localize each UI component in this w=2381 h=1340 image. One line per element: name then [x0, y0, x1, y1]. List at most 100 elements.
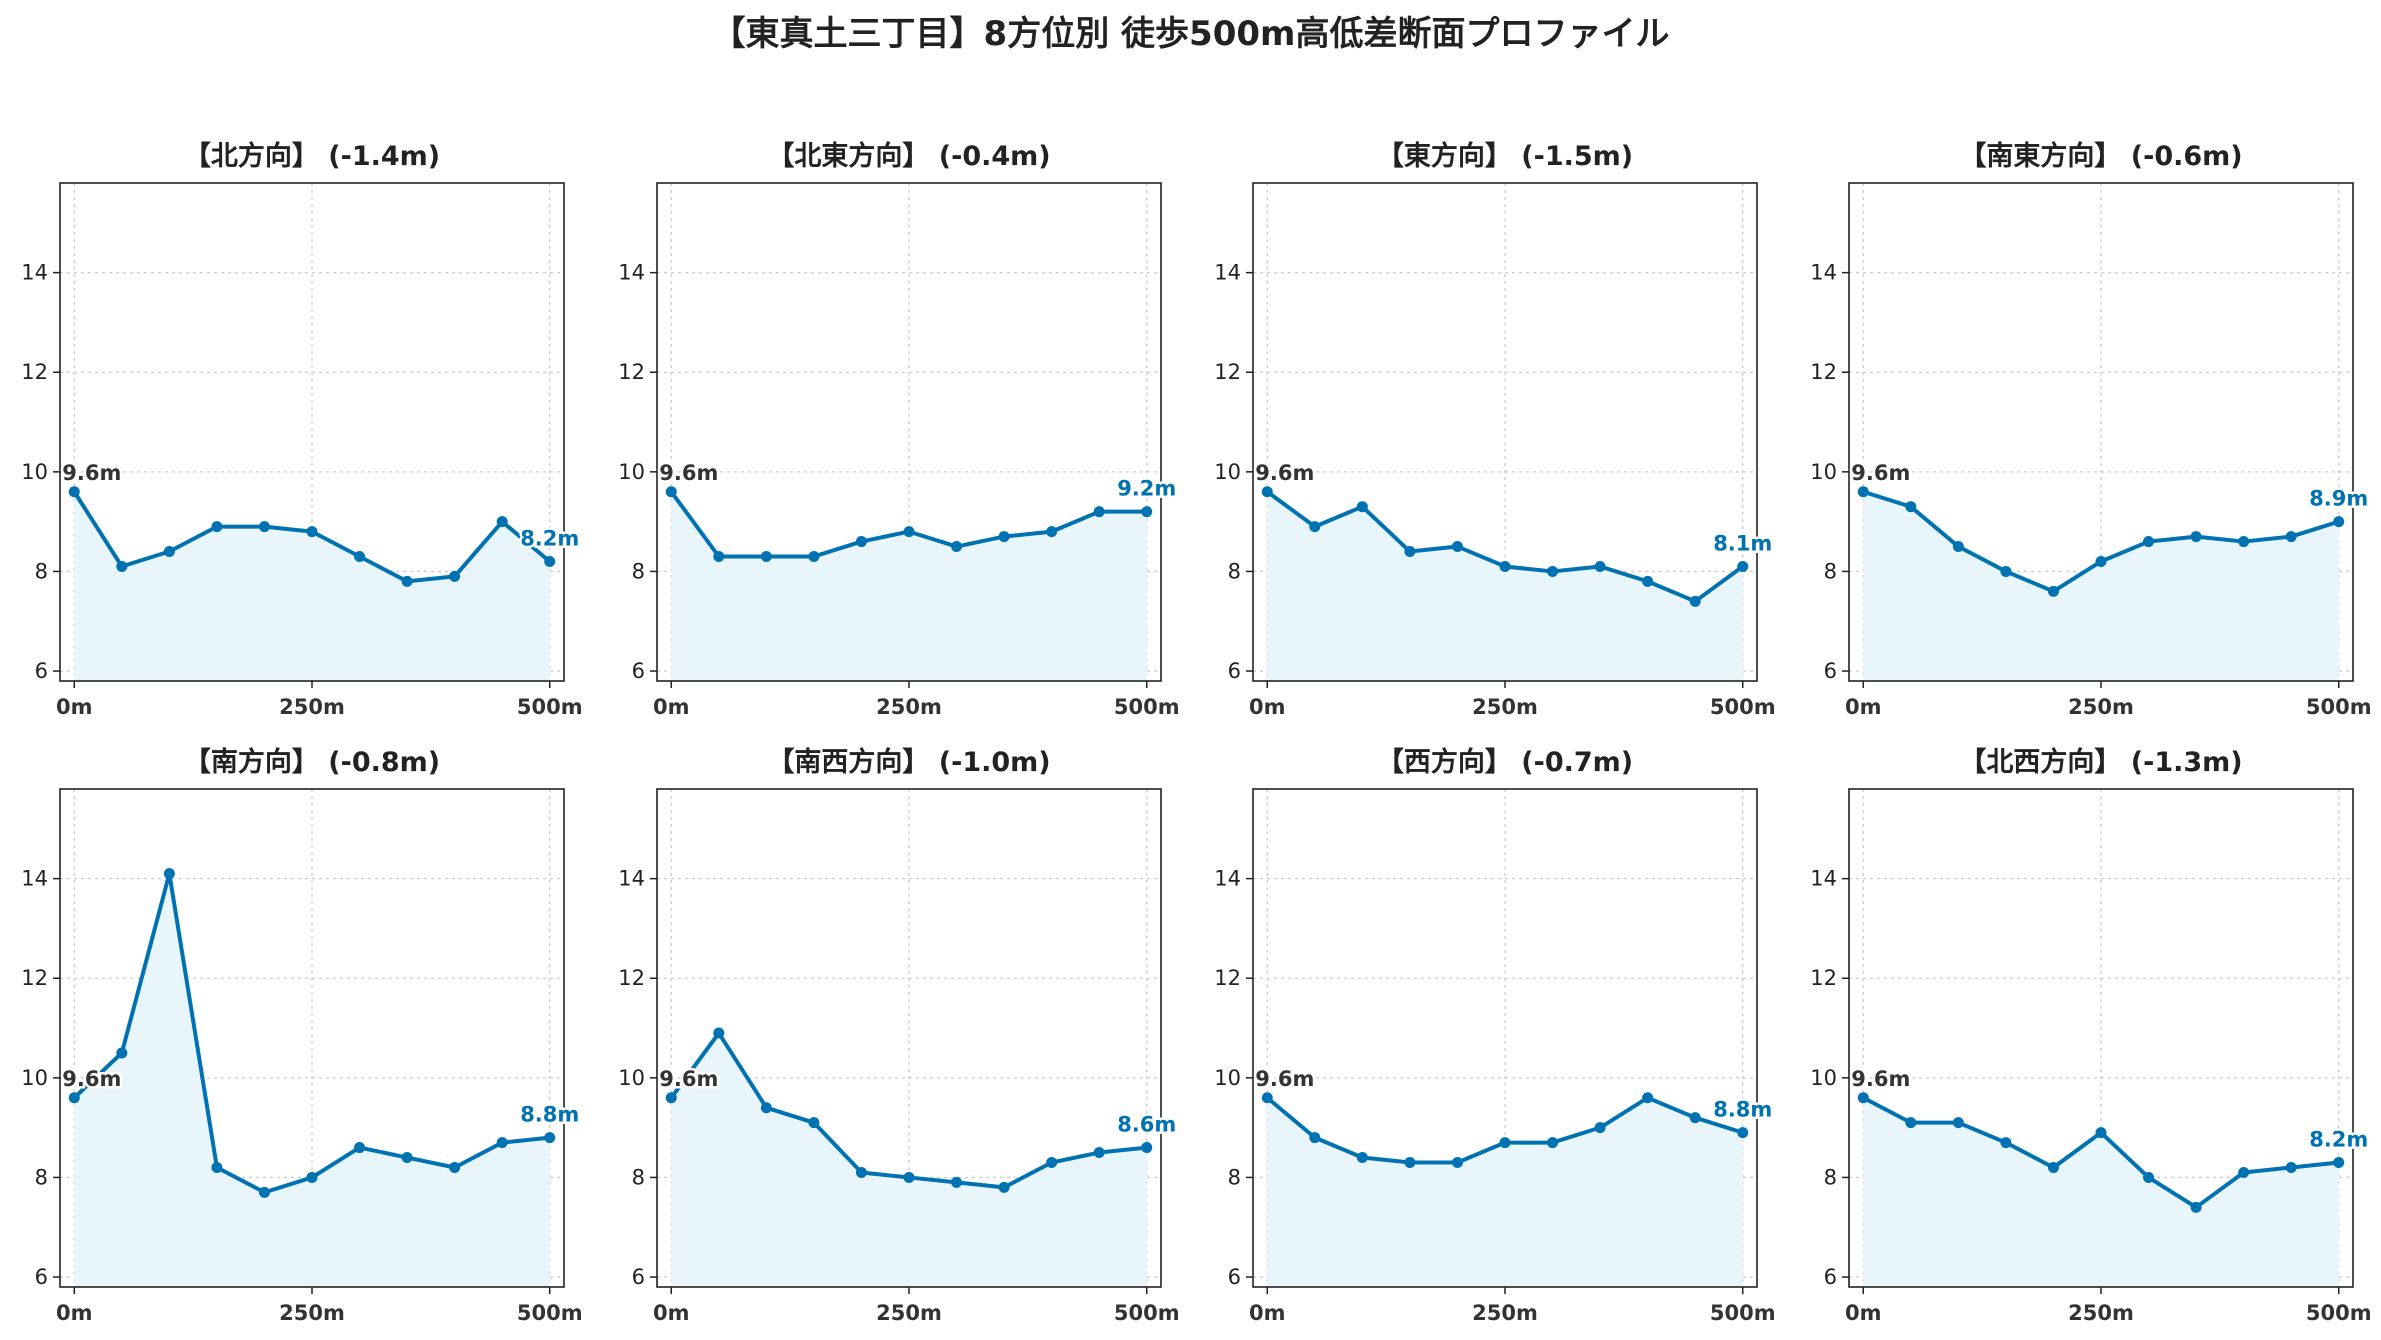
y-tick-label: 8 — [1228, 559, 1241, 583]
data-point — [163, 546, 175, 558]
data-point — [211, 521, 223, 533]
x-tick-label: 0m — [653, 695, 690, 719]
start-elevation-label: 9.6m — [1851, 461, 1910, 485]
data-point — [449, 1161, 461, 1173]
data-point — [1905, 501, 1917, 513]
y-tick-label: 10 — [618, 1066, 645, 1090]
y-tick-label: 10 — [21, 1066, 48, 1090]
data-point — [665, 1092, 677, 1104]
y-tick-label: 10 — [1214, 460, 1241, 484]
data-point — [1737, 560, 1749, 572]
panel-title: 【北西方向】 (-1.3m) — [1959, 746, 2242, 778]
data-point — [2095, 1127, 2107, 1139]
end-elevation-label: 8.9m — [2309, 487, 2368, 511]
y-tick-label: 6 — [35, 659, 48, 683]
data-point — [496, 1137, 508, 1149]
data-point — [808, 1117, 820, 1129]
data-point — [2095, 555, 2107, 567]
panel-3: 【南東方向】 (-0.6m) 6 8 10 12 14 0m 250m 500m 9.6m 8.9m — [1810, 140, 2371, 719]
y-tick-label: 12 — [618, 966, 645, 990]
y-tick-label: 14 — [618, 867, 645, 891]
start-elevation-label: 9.6m — [62, 461, 121, 485]
data-point — [1857, 486, 1869, 498]
elevation-area — [1267, 491, 1743, 681]
data-point — [1642, 1092, 1654, 1104]
data-point — [1356, 501, 1368, 513]
y-tick-label: 12 — [1214, 360, 1241, 384]
y-tick-label: 14 — [21, 867, 48, 891]
data-point — [2047, 585, 2059, 597]
data-point — [496, 516, 508, 528]
data-point — [68, 1092, 80, 1104]
data-point — [1046, 1157, 1058, 1168]
data-point — [665, 486, 677, 498]
x-tick-label: 0m — [1845, 695, 1882, 719]
x-tick-label: 250m — [876, 695, 942, 719]
data-point — [1689, 1112, 1701, 1124]
y-tick-label: 14 — [1810, 867, 1837, 891]
panel-title: 【北方向】 (-1.4m) — [184, 140, 440, 172]
data-point — [2000, 1137, 2012, 1149]
y-tick-label: 6 — [35, 1265, 48, 1289]
end-elevation-label: 8.2m — [520, 526, 579, 550]
data-point — [2000, 565, 2012, 577]
data-point — [354, 551, 366, 562]
x-tick-label: 0m — [56, 1301, 93, 1325]
y-tick-label: 8 — [35, 1165, 48, 1189]
y-tick-label: 8 — [1824, 1165, 1837, 1189]
y-tick-label: 8 — [632, 559, 645, 583]
y-tick-label: 14 — [1810, 261, 1837, 285]
data-point — [1261, 1092, 1273, 1104]
start-elevation-label: 9.6m — [62, 1067, 121, 1091]
data-point — [258, 521, 270, 533]
data-point — [713, 551, 725, 562]
y-tick-label: 6 — [632, 1265, 645, 1289]
data-point — [163, 868, 175, 880]
panel-5: 【南西方向】 (-1.0m) 6 8 10 12 14 0m 250m 500m 9.6m 8.6m — [618, 746, 1179, 1325]
elevation-area — [671, 491, 1147, 681]
x-tick-label: 250m — [1472, 1301, 1538, 1325]
panel-0: 【北方向】 (-1.4m) 6 8 10 12 14 0m 250m 500m 9.6m 8.2m — [21, 140, 582, 719]
panel-7: 【北西方向】 (-1.3m) 6 8 10 12 14 0m 250m 500m 9.6m 8.2m — [1810, 746, 2371, 1325]
data-point — [1046, 526, 1058, 538]
y-tick-label: 6 — [632, 659, 645, 683]
data-point — [1905, 1117, 1917, 1129]
data-point — [808, 551, 820, 562]
data-point — [1952, 1117, 1964, 1129]
data-point — [68, 486, 80, 498]
data-point — [998, 531, 1010, 543]
y-tick-label: 10 — [1214, 1066, 1241, 1090]
data-point — [1451, 1157, 1463, 1168]
data-point — [1451, 541, 1463, 553]
y-tick-label: 14 — [1214, 867, 1241, 891]
elevation-area — [671, 1033, 1147, 1287]
x-tick-label: 250m — [1472, 695, 1538, 719]
data-point — [2047, 1161, 2059, 1173]
panel-2: 【東方向】 (-1.5m) 6 8 10 12 14 0m 250m 500m 9.6m 8.1m — [1214, 140, 1775, 719]
data-point — [760, 551, 772, 562]
x-tick-label: 500m — [517, 695, 583, 719]
data-point — [306, 526, 318, 538]
data-point — [401, 575, 413, 587]
data-point — [2238, 1166, 2250, 1178]
data-point — [401, 1152, 413, 1164]
data-point — [1309, 521, 1321, 533]
data-point — [258, 1186, 270, 1198]
y-tick-label: 14 — [1214, 261, 1241, 285]
data-point — [2285, 531, 2297, 543]
y-tick-label: 14 — [21, 261, 48, 285]
panel-4: 【南方向】 (-0.8m) 6 8 10 12 14 0m 250m 500m 9.6m 8.8m — [21, 746, 582, 1325]
y-tick-label: 8 — [1228, 1165, 1241, 1189]
data-point — [1594, 1122, 1606, 1134]
data-point — [951, 541, 963, 553]
data-point — [1093, 506, 1105, 518]
data-point — [1547, 1137, 1559, 1149]
x-tick-label: 250m — [2068, 1301, 2134, 1325]
y-tick-label: 12 — [21, 360, 48, 384]
y-tick-label: 12 — [1810, 966, 1837, 990]
data-point — [903, 1171, 915, 1183]
y-tick-label: 6 — [1824, 659, 1837, 683]
x-tick-label: 500m — [1710, 1301, 1776, 1325]
data-point — [1499, 560, 1511, 572]
data-point — [2333, 516, 2345, 528]
